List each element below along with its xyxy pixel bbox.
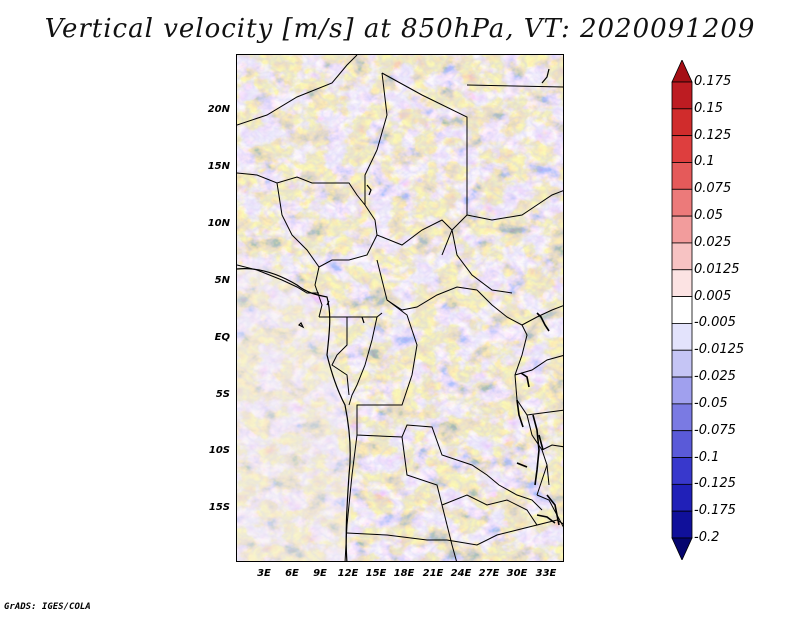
colorbar-tick-label: 0.125 [694,127,732,143]
colorbar-segment [671,537,693,560]
lat-label: 10N [207,218,230,229]
lat-label: 20N [207,104,230,115]
colorbar-tick-label: 0.05 [694,208,723,224]
colorbar-segment [671,188,693,217]
coastline [237,268,351,561]
lon-label: 24E [450,568,472,579]
lon-label: 6E [285,568,299,579]
lon-label: 3E [257,568,271,579]
colorbar-segment [671,296,693,324]
colorbar-segment [671,60,693,83]
colorbar-segment [671,510,693,539]
colorbar-segment [671,349,693,378]
colorbar-segment [671,135,693,163]
colorbar-tick-label: 0.075 [694,181,732,197]
colorbar-segment [671,162,693,190]
colorbar-segment [671,403,693,432]
map-panel [236,54,564,562]
lat-label: 15S [208,502,230,513]
lon-label: 33E [535,568,557,579]
colorbar-tick-label: 0.1 [694,154,715,170]
colorbar-segment [671,269,693,297]
colorbar-tick-label: -0.025 [694,369,736,385]
colorbar-segment [671,457,693,485]
colorbar-segment [671,108,693,137]
colorbar-tick-label: 0.005 [694,288,732,304]
lon-label: 15E [365,568,387,579]
colorbar-tick-label: -0.125 [694,476,736,492]
colorbar-segment [671,242,693,271]
lon-label: 18E [393,568,415,579]
colorbar-tick-label: 0.025 [694,234,732,250]
colorbar-tick-label: -0.175 [694,503,736,519]
lon-label: 27E [478,568,500,579]
colorbar-tick-label: -0.075 [694,422,736,438]
colorbar-tick-label: 0.15 [694,100,723,116]
colorbar-segment [671,215,693,244]
lon-label: 21E [422,568,444,579]
lon-label: 30E [506,568,528,579]
lon-label: 9E [313,568,327,579]
lat-label: EQ [214,332,230,343]
colorbar [671,60,693,560]
lat-label: 15N [207,161,230,172]
colorbar-segment [671,81,693,110]
lat-label: 5S [215,389,230,400]
credit-text: GrADS: IGES/COLA [4,602,91,612]
lat-label: 5N [214,275,230,286]
colorbar-tick-label: -0.0125 [694,342,745,358]
colorbar-tick-label: 0.175 [694,74,732,89]
lon-label: 12E [337,568,359,579]
lakes [516,312,560,526]
country-borders [237,55,563,561]
colorbar-tick-label: -0.1 [694,449,720,465]
colorbar-tick-label: -0.2 [694,530,720,545]
colorbar-tick-label: -0.05 [694,395,728,411]
colorbar-segment [671,376,693,405]
velocity-field [237,55,563,561]
colorbar-tick-label: 0.0125 [694,261,740,277]
lat-label: 10S [208,445,230,456]
chart-title: Vertical velocity [m/s] at 850hPa, VT: 2… [44,14,756,44]
colorbar-segment [671,483,693,512]
colorbar-tick-label: -0.005 [694,315,736,331]
colorbar-segment [671,430,693,458]
colorbar-segment [671,323,693,351]
